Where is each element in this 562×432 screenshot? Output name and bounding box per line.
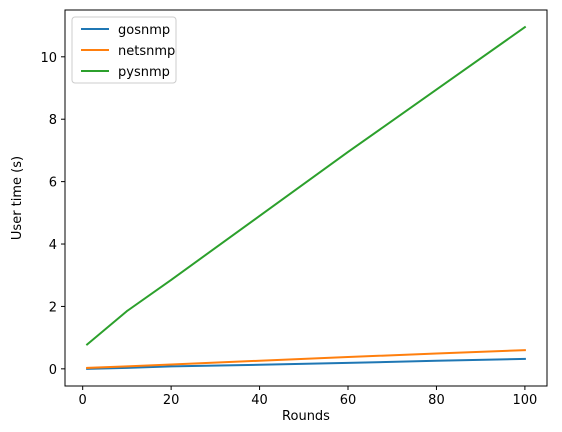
- legend-label-pysnmp: pysnmp: [118, 65, 170, 80]
- x-tick-label: 60: [340, 393, 357, 408]
- y-tick-label: 10: [40, 51, 57, 66]
- y-tick-label: 2: [49, 300, 57, 315]
- x-tick-label: 0: [79, 393, 87, 408]
- y-tick-label: 0: [49, 363, 57, 378]
- legend-label-gosnmp: gosnmp: [118, 23, 170, 38]
- y-tick-label: 6: [49, 176, 57, 191]
- x-tick-label: 20: [163, 393, 180, 408]
- y-axis-title: User time (s): [10, 156, 25, 240]
- legend: gosnmp netsnmp pysnmp: [72, 17, 176, 83]
- series-line-gosnmp: [87, 359, 525, 369]
- y-tick-label: 8: [49, 113, 57, 128]
- series-line-netsnmp: [87, 350, 525, 368]
- x-tick-label: 40: [251, 393, 268, 408]
- y-tick-label: 4: [49, 238, 57, 253]
- x-tick-label: 100: [512, 393, 537, 408]
- y-axis-ticks: 0 2 4 6 8 10: [40, 51, 65, 378]
- x-axis-ticks: 0 20 40 60 80 100: [79, 386, 538, 408]
- x-axis-title: Rounds: [282, 409, 330, 424]
- legend-label-netsnmp: netsnmp: [118, 44, 175, 59]
- x-tick-label: 80: [428, 393, 445, 408]
